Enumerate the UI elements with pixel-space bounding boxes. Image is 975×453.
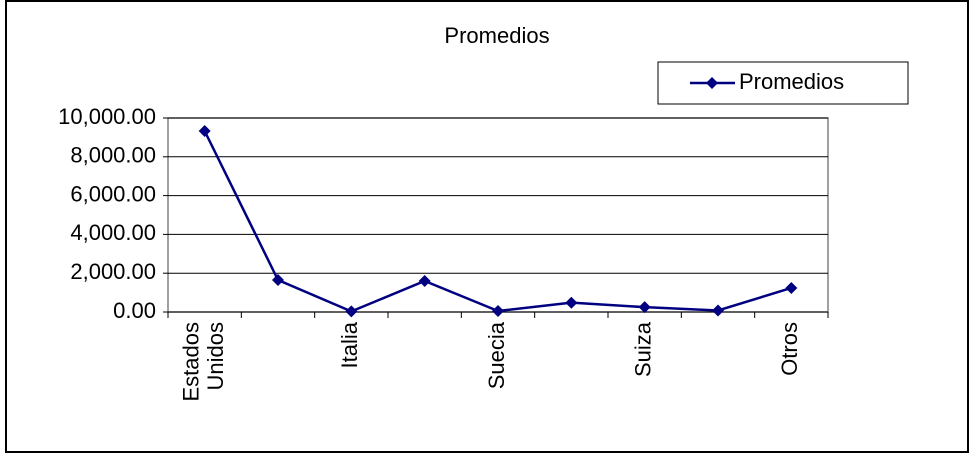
point-marker bbox=[198, 124, 211, 137]
point-marker bbox=[418, 274, 431, 287]
plot-area bbox=[167, 117, 829, 313]
x-tick-label: Suecia bbox=[484, 321, 509, 389]
x-tick-label: Otros bbox=[777, 322, 802, 376]
point-marker bbox=[785, 281, 798, 294]
y-tick-label: 6,000.00 bbox=[70, 181, 156, 206]
chart-title: Promedios bbox=[444, 23, 549, 48]
point-marker bbox=[345, 305, 358, 318]
legend-marker bbox=[706, 77, 718, 89]
y-tick-label: 2,000.00 bbox=[70, 259, 156, 284]
x-tick-label: Italia bbox=[337, 321, 362, 368]
point-marker bbox=[712, 304, 724, 317]
x-tick-label: EstadosUnidos bbox=[178, 322, 227, 402]
y-tick-label: 4,000.00 bbox=[70, 220, 156, 245]
point-marker bbox=[638, 301, 651, 314]
point-marker bbox=[272, 273, 284, 286]
point-marker bbox=[565, 296, 578, 309]
y-tick-label: 0.00 bbox=[113, 298, 156, 323]
y-tick-label: 8,000.00 bbox=[70, 143, 156, 168]
y-tick-label: 10,000.00 bbox=[58, 104, 156, 129]
point-marker bbox=[492, 305, 504, 318]
legend-label: Promedios bbox=[739, 69, 844, 94]
x-tick-label: Suiza bbox=[630, 321, 655, 377]
